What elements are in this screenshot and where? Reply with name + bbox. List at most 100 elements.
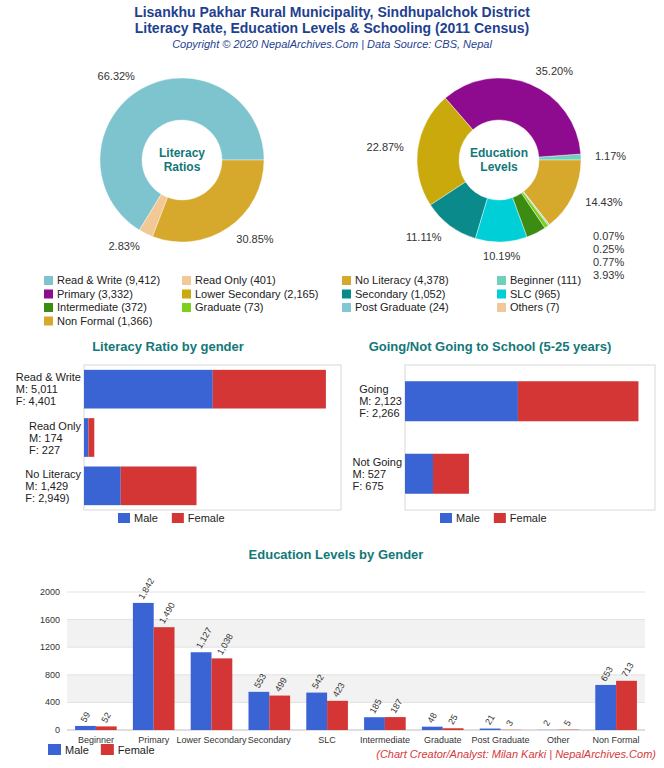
bar — [480, 729, 501, 730]
bar — [248, 692, 269, 730]
category-label: No Literacy — [25, 468, 81, 480]
bar — [154, 627, 175, 730]
legend-label: Male — [456, 512, 480, 524]
data-label: 3.93% — [593, 269, 624, 281]
category-label: SLC — [318, 735, 336, 745]
data-label: 1,490 — [157, 601, 177, 626]
legend-label: Intermediate (372) — [57, 301, 147, 313]
bar — [405, 381, 518, 421]
legend-swatch — [342, 276, 351, 285]
chart-title: EducationLevels — [470, 146, 528, 174]
bar — [88, 418, 94, 457]
data-label: 66.32% — [98, 70, 136, 82]
category-label: Not Going — [352, 456, 402, 468]
bar — [75, 726, 96, 730]
plot-frame — [405, 365, 655, 510]
bar — [558, 729, 579, 730]
data-label: 21 — [483, 713, 497, 727]
legend-swatch — [342, 303, 351, 312]
data-label: F: 2,949) — [25, 492, 69, 504]
title-line: Ratios — [164, 160, 201, 174]
legend-swatch — [182, 276, 191, 285]
data-label: M: 1,429 — [25, 480, 68, 492]
data-label: 653 — [599, 665, 615, 683]
legend-swatch — [497, 290, 506, 299]
bar — [84, 370, 213, 409]
data-label: 3 — [504, 718, 515, 727]
category-label: Other — [547, 735, 570, 745]
legend-label: Lower Secondary (2,165) — [195, 288, 319, 300]
data-label: 5 — [562, 718, 573, 727]
bars — [405, 381, 638, 494]
tick-label: 800 — [45, 670, 60, 680]
data-label: 59 — [79, 710, 93, 724]
data-label: M: 174 — [29, 432, 63, 444]
legend-swatch — [44, 276, 53, 285]
tick-label: 400 — [45, 697, 60, 707]
data-label: 423 — [331, 681, 347, 699]
title-line: Literacy — [159, 146, 205, 160]
data-label: 2 — [541, 719, 552, 728]
bar — [306, 693, 327, 730]
title-line: Levels — [480, 160, 518, 174]
bar — [121, 467, 197, 506]
subtitle: Copyright © 2020 NepalArchives.Com | Dat… — [172, 38, 492, 50]
background — [0, 0, 664, 768]
legend-label: No Literacy (4,378) — [355, 274, 449, 286]
chart-title: Going/Not Going to School (5-25 years) — [369, 339, 612, 354]
data-label: 35.20% — [536, 65, 574, 77]
chart-title: LiteracyRatios — [159, 146, 205, 174]
data-label: 48 — [425, 711, 439, 725]
category-label: Intermediate — [360, 735, 410, 745]
bar — [405, 454, 433, 494]
data-label: M: 527 — [352, 468, 386, 480]
data-label: 10.19% — [483, 250, 521, 262]
tick-label: 1200 — [40, 642, 60, 652]
category-label: Going — [359, 383, 388, 395]
data-label: F: 2,266 — [359, 407, 399, 419]
data-label: 14.43% — [585, 196, 623, 208]
category-label: Non Formal — [593, 735, 640, 745]
legend-label: Male — [65, 744, 89, 756]
donut — [100, 78, 264, 242]
bar — [433, 454, 469, 494]
chart-title: Education Levels by Gender — [249, 547, 424, 562]
legend-label: Read Only (401) — [195, 274, 276, 286]
legend-label: SLC (965) — [510, 288, 560, 300]
legend-swatch — [497, 276, 506, 285]
category-label: Lower Secondary — [176, 735, 247, 745]
grid-line — [67, 592, 645, 593]
legend-swatch — [44, 317, 53, 326]
legend-label: Female — [188, 512, 225, 524]
data-label: 713 — [620, 661, 636, 679]
tick-label: 1600 — [40, 615, 60, 625]
category-label: Secondary — [248, 735, 292, 745]
slice — [524, 160, 581, 225]
title-line: Education — [470, 146, 528, 160]
bar — [213, 370, 326, 409]
data-label: 2.83% — [108, 240, 139, 252]
category-label: Graduate — [424, 735, 462, 745]
data-label: F: 4,401 — [16, 395, 56, 407]
data-label: 1.17% — [595, 150, 626, 162]
data-label: 1,038 — [215, 632, 235, 657]
category-label: Post Graduate — [471, 735, 529, 745]
data-label: 30.85% — [236, 233, 274, 245]
legend-swatch — [182, 290, 191, 299]
legend-label: Beginner (111) — [510, 274, 581, 286]
legend-swatch — [48, 744, 61, 755]
data-label: 1,127 — [194, 626, 214, 651]
bar — [269, 696, 290, 730]
legend-swatch — [118, 513, 130, 523]
title: Lisankhu Pakhar Rural Municipality, Sind… — [134, 4, 530, 20]
data-label: 0.77% — [593, 256, 624, 268]
data-label: 187 — [388, 697, 404, 715]
category-label: Read Only — [29, 420, 81, 432]
bar — [84, 418, 88, 457]
bar — [84, 467, 121, 506]
legend-label: Female — [510, 512, 547, 524]
bar — [422, 727, 443, 730]
legend-label: Non Formal (1,366) — [57, 315, 152, 327]
legend-swatch — [172, 513, 184, 523]
data-label: 185 — [368, 697, 384, 715]
